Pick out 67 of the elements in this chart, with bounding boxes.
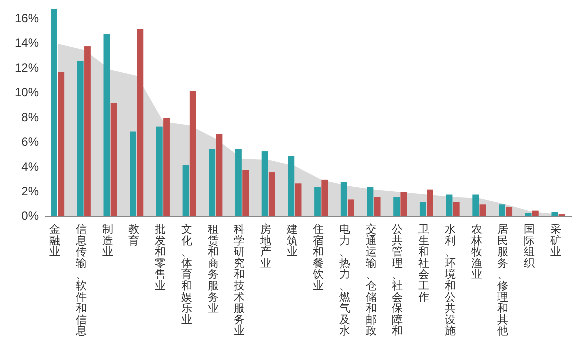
bar (216, 134, 223, 217)
bar (209, 149, 216, 217)
x-tick-label: 制造业 (102, 223, 114, 259)
x-tick-label: 农林牧渔业 (470, 224, 482, 282)
bar (104, 34, 110, 217)
y-tick-label: 16% (14, 12, 40, 26)
bar (268, 172, 276, 217)
bar (340, 182, 348, 217)
bar (236, 149, 242, 217)
y-tick-label: 4% (22, 160, 40, 174)
x-tick-label: 租赁和商务服务业 (208, 224, 219, 316)
y-tick-label: 14% (14, 36, 40, 50)
x-tick-label: 房地产业 (259, 223, 272, 270)
bar (110, 103, 118, 217)
x-tick-label: 住宿和餐饮业 (312, 224, 324, 292)
y-tick-label: 12% (14, 60, 40, 75)
bar (552, 212, 558, 217)
y-tick-label: 0% (22, 209, 40, 224)
bar (322, 180, 328, 217)
bar (348, 200, 354, 217)
x-tick-label: 国际组织 (524, 224, 535, 270)
y-tick-label: 2% (22, 184, 40, 198)
bar (499, 204, 506, 217)
category-label: 居民服务、修理和其他 (498, 224, 509, 338)
bar (130, 132, 137, 217)
bar (137, 29, 144, 217)
x-tick-label: 采矿业 (549, 223, 562, 259)
category-label: 水利、环境和公共设施 (444, 224, 456, 338)
bar (288, 156, 295, 217)
bar (295, 184, 302, 217)
bar (394, 197, 400, 217)
bar (182, 165, 190, 217)
bar (156, 126, 163, 217)
bar (77, 61, 84, 217)
bar (453, 202, 460, 217)
bar (51, 9, 58, 217)
category-label: 信息传输、软件和信息 (76, 224, 88, 338)
bar (262, 152, 268, 217)
x-tick-label: 批发和零售业 (155, 224, 166, 292)
bar (506, 207, 513, 217)
bar (164, 118, 170, 217)
bar (446, 194, 453, 217)
bar (480, 204, 486, 217)
bar (400, 192, 408, 217)
x-tick-label: 金融业 (50, 224, 61, 259)
x-tick-label: 教育 (128, 224, 140, 248)
bar (427, 190, 434, 217)
bar (420, 202, 426, 217)
bar (367, 187, 374, 217)
bar (242, 170, 250, 217)
bar (84, 46, 91, 217)
x-tick-label: 建筑业 (286, 223, 298, 259)
bar (314, 187, 321, 217)
y-tick-label: 10% (14, 86, 40, 100)
bar (472, 194, 480, 217)
bar (374, 197, 381, 217)
bar (532, 210, 539, 217)
category-label: 科学研究和技术服务业 (234, 224, 246, 338)
bar (190, 91, 196, 217)
y-tick-label: 8% (22, 110, 40, 124)
category-label: 交通运输、仓储和邮政 (366, 224, 377, 338)
category-label: 文化、体育和娱乐业 (181, 224, 192, 326)
category-label: 公共管理、社会保障和 (392, 224, 404, 338)
category-label: 电力、热力、燃气及水 (340, 224, 351, 338)
bar (58, 72, 65, 217)
x-tick-label: 卫生和社会工作 (418, 224, 430, 304)
y-tick-label: 6% (22, 135, 40, 150)
